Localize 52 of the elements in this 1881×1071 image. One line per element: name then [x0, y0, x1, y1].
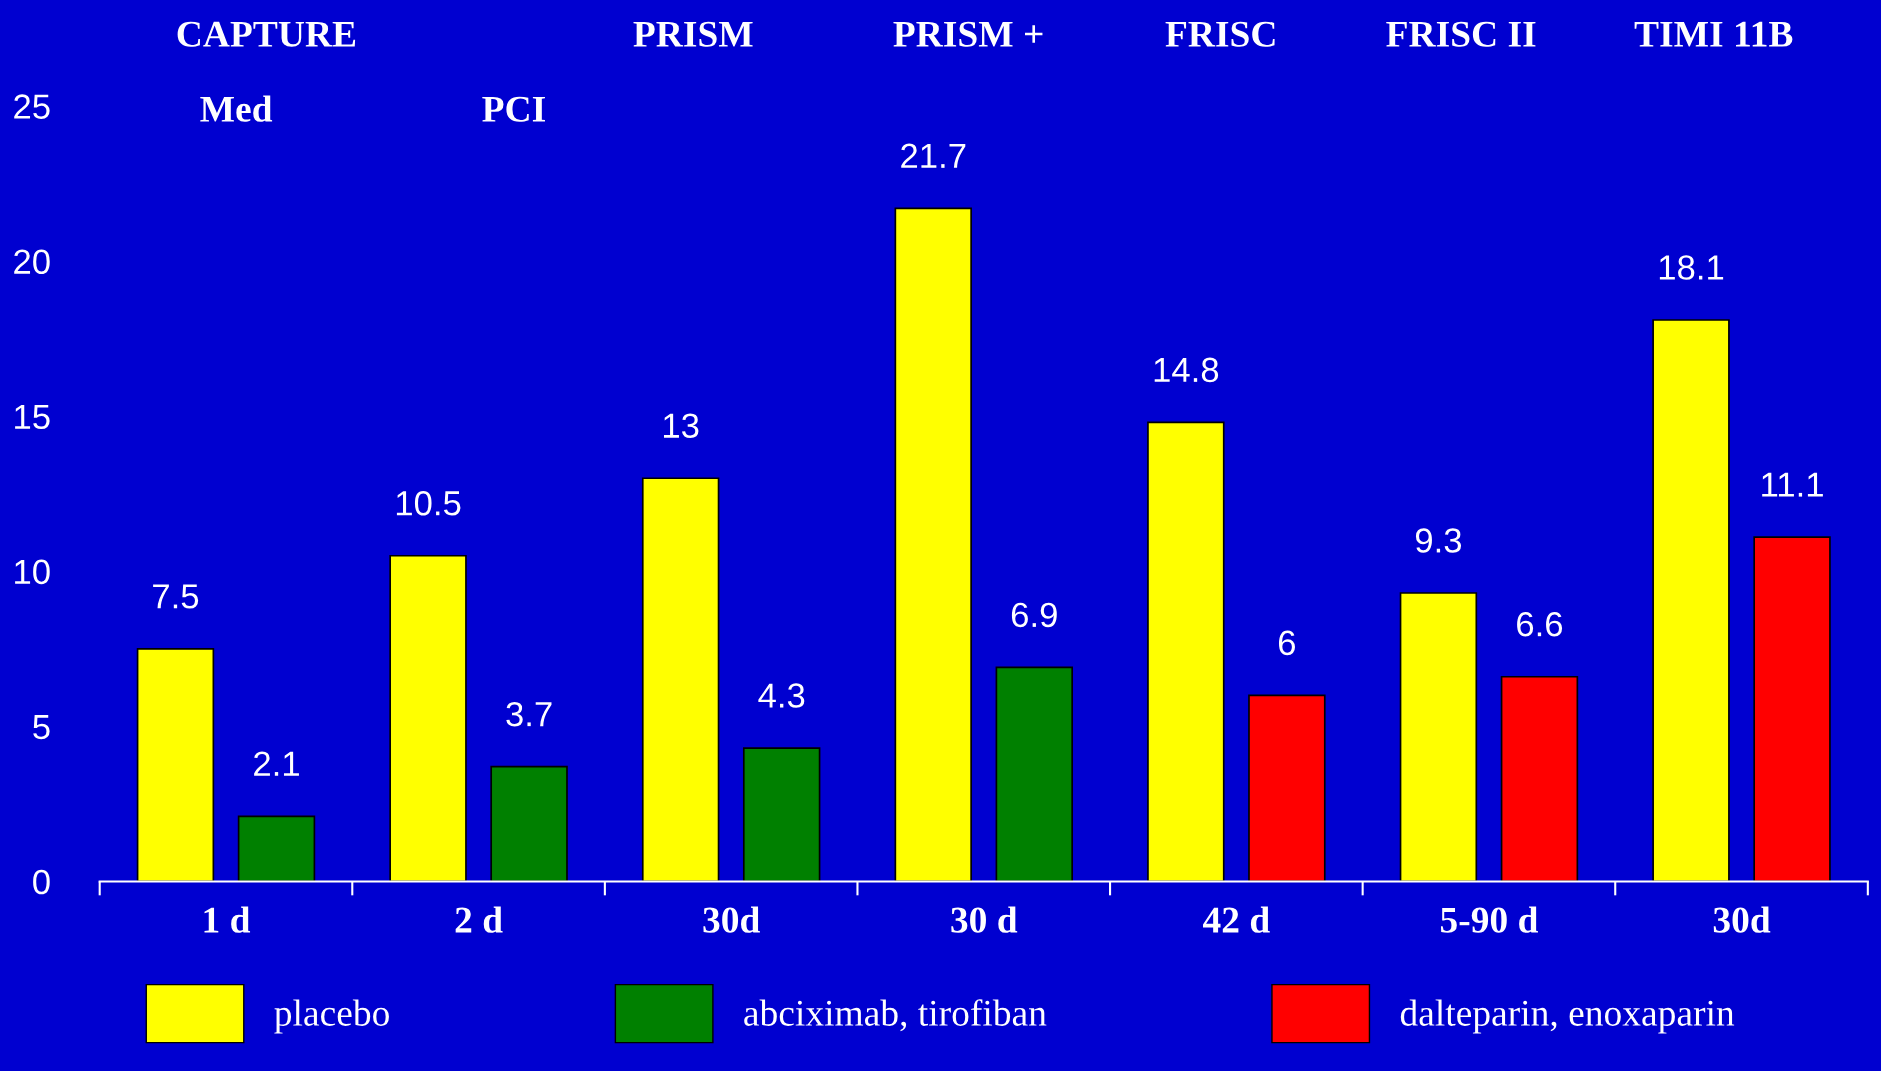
bar — [1248, 694, 1326, 882]
bar — [237, 815, 316, 882]
data-label: 10.5 — [396, 490, 461, 516]
bar — [1147, 421, 1225, 882]
data-label: 6.6 — [1517, 611, 1563, 637]
x-tick-label: 30d — [703, 906, 760, 933]
data-label: 6 — [1278, 630, 1295, 656]
data-label: 21.7 — [901, 143, 966, 168]
bar — [1399, 592, 1478, 882]
bar — [389, 554, 467, 882]
y-tick-label: 25 — [14, 94, 50, 119]
legend-label: dalteparin, enoxaparin — [1400, 999, 1735, 1034]
bar — [1500, 675, 1579, 882]
data-label: 3.7 — [506, 701, 552, 727]
legend-label: placebo — [274, 999, 389, 1034]
x-tick-label: 1 d — [204, 906, 251, 933]
y-tick-label: 0 — [33, 869, 50, 895]
data-label: 2.1 — [254, 751, 299, 776]
bar — [1753, 536, 1831, 882]
y-tick-label: 15 — [15, 404, 50, 430]
y-tick-label: 20 — [14, 249, 50, 275]
text: PRISM + — [893, 21, 1043, 47]
bar — [894, 207, 972, 882]
x-tick-label: 5-90 d — [1440, 906, 1539, 933]
y-tick-label: 5 — [33, 715, 50, 740]
data-label: 9.3 — [1415, 528, 1462, 553]
bar — [995, 666, 1074, 882]
data-label: 13 — [663, 413, 699, 439]
data-label: 11.1 — [1762, 472, 1823, 497]
data-label: 18.1 — [1659, 255, 1724, 280]
y-tick-label: 10 — [15, 559, 50, 585]
text: FRISC II — [1386, 21, 1536, 47]
legend-label: abciximab, tirofiban — [744, 999, 1047, 1032]
text: CAPTURE — [177, 21, 356, 47]
data-label: 6.9 — [1011, 602, 1057, 628]
annotation: Med — [200, 95, 273, 122]
text: TIMI 11B — [1634, 21, 1793, 47]
bar — [490, 765, 568, 882]
data-label: 7.5 — [153, 584, 199, 609]
data-label: 4.3 — [758, 683, 805, 708]
x-tick-label: 30d — [1713, 906, 1771, 933]
bar — [1652, 319, 1730, 882]
data-label: 14.8 — [1154, 357, 1219, 383]
x-tick-label: 2 d — [455, 906, 503, 933]
bar — [136, 647, 215, 882]
annotation: PCI — [482, 96, 545, 122]
x-tick-label: 42 d — [1203, 906, 1270, 933]
bar — [641, 477, 720, 882]
text: FRISC — [1165, 21, 1275, 47]
x-tick-label: 30 d — [951, 906, 1018, 933]
text: PRISM — [633, 21, 753, 47]
bar — [742, 747, 821, 882]
